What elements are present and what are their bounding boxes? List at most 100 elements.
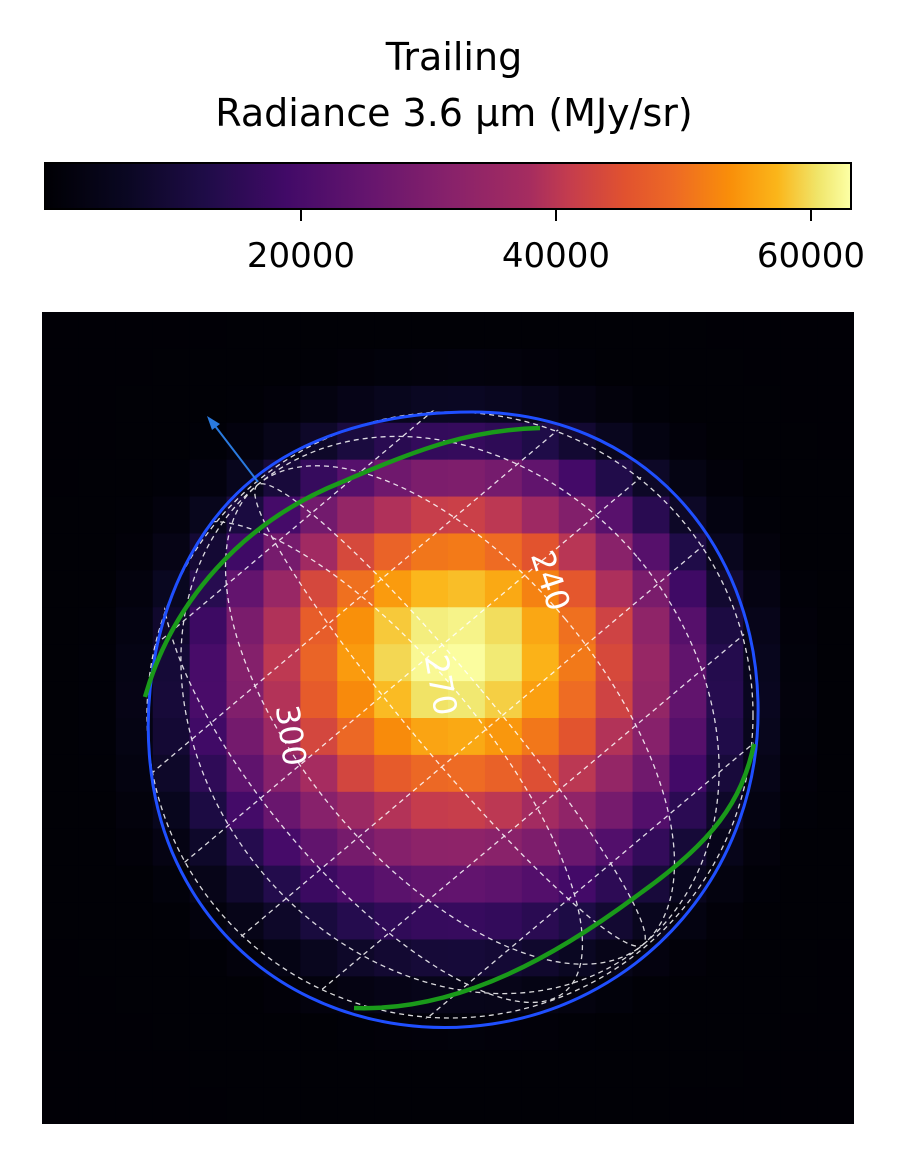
heatmap-cell: [42, 1087, 80, 1124]
heatmap-cell: [115, 533, 154, 571]
heatmap-cell: [411, 902, 449, 941]
heatmap-cell: [226, 1050, 265, 1088]
heatmap-cell: [189, 754, 228, 793]
heatmap-cell: [484, 1050, 523, 1088]
heatmap-cell: [780, 385, 818, 424]
heatmap-cell: [743, 1013, 781, 1051]
heatmap-cell: [780, 865, 818, 904]
heatmap-cell: [780, 1087, 818, 1124]
heatmap-cell: [78, 644, 117, 682]
heatmap-cell: [374, 1087, 412, 1124]
heatmap-cell: [374, 791, 412, 830]
heatmap-cell: [780, 718, 818, 756]
colorbar-tick-label-2: 40000: [501, 236, 611, 276]
heatmap-cell: [411, 1013, 449, 1051]
heatmap-cell: [189, 681, 228, 719]
heatmap-cell: [632, 1013, 671, 1051]
heatmap-cell: [374, 312, 412, 350]
heatmap-cell: [484, 1087, 523, 1124]
heatmap-cell: [226, 422, 265, 461]
heatmap-cell: [411, 385, 449, 424]
heatmap-cell: [595, 718, 634, 756]
heatmap-cell: [78, 828, 117, 867]
heatmap-cell: [78, 976, 117, 1014]
heatmap-cell: [300, 607, 338, 645]
heatmap-cell: [189, 459, 228, 498]
heatmap-cell: [817, 754, 854, 793]
heatmap-cell: [706, 496, 744, 535]
heatmap-cell: [521, 1087, 560, 1124]
heatmap-cell: [189, 348, 228, 387]
terminator-lower: [353, 743, 757, 1011]
heatmap-cell: [448, 865, 486, 904]
heatmap-cell: [669, 1013, 707, 1051]
heatmap-cell: [152, 459, 191, 498]
latitude-line-6: [291, 651, 755, 1020]
disk-limb: [146, 410, 760, 1029]
heatmap-cell: [300, 828, 338, 867]
radiance-map: 240 270 300: [42, 312, 854, 1124]
heatmap-cell: [706, 348, 744, 387]
heatmap-cell: [337, 496, 375, 535]
heatmap-cell: [706, 902, 744, 941]
heatmap-cell: [115, 1050, 154, 1088]
colorbar-tick-1: [300, 209, 302, 221]
heatmap-cell: [42, 939, 80, 977]
colorbar-tick-2: [555, 209, 557, 221]
heatmap-cell: [42, 791, 80, 830]
heatmap-cell: [558, 496, 597, 535]
heatmap-cell: [42, 459, 80, 498]
heatmap-cell: [448, 459, 486, 498]
heatmap-cell: [78, 312, 117, 350]
heatmap-cell: [78, 496, 117, 535]
heatmap-cell: [632, 607, 671, 645]
heatmap-cell: [743, 570, 781, 608]
heatmap-cell: [337, 1087, 375, 1124]
heatmap-cell: [374, 718, 412, 756]
heatmap-cell: [669, 570, 707, 608]
heatmap-cell: [337, 865, 375, 904]
heatmap-cell: [669, 422, 707, 461]
heatmap-cell: [263, 385, 301, 424]
heatmap-cell: [411, 533, 449, 571]
heatmap-cell: [152, 939, 191, 977]
heatmap-cell: [632, 644, 671, 682]
heatmap-cell: [595, 754, 634, 793]
heatmap-cell: [632, 902, 671, 941]
heatmap-cell: [780, 976, 818, 1014]
heatmap-cell: [448, 902, 486, 941]
heatmap-cell: [780, 570, 818, 608]
heatmap-cell: [152, 348, 191, 387]
heatmap-cell: [263, 681, 301, 719]
longitude-line-3: [254, 483, 646, 947]
heatmap-cell: [632, 533, 671, 571]
heatmap-cell: [743, 385, 781, 424]
heatmap-cell: [115, 754, 154, 793]
heatmap-cell: [300, 1087, 338, 1124]
heatmap-cell: [374, 939, 412, 977]
heatmap-cell: [669, 1050, 707, 1088]
heatmap-cell: [706, 681, 744, 719]
heatmap-cell: [669, 902, 707, 941]
heatmap-cell: [632, 1050, 671, 1088]
heatmap-cell: [411, 607, 449, 645]
heatmap-cell: [521, 718, 560, 756]
colorbar-tick-label-3: 60000: [756, 236, 866, 276]
heatmap-cell: [484, 865, 523, 904]
heatmap-cell: [42, 607, 80, 645]
heatmap-cell: [669, 681, 707, 719]
heatmap-cell: [300, 865, 338, 904]
heatmap-cell: [817, 902, 854, 941]
heatmap-cell: [152, 312, 191, 350]
heatmap-cell: [263, 348, 301, 387]
heatmap-cell: [115, 348, 154, 387]
heatmap-cell: [337, 348, 375, 387]
heatmap-cell: [78, 385, 117, 424]
heatmap-cell: [374, 754, 412, 793]
heatmap-cell: [632, 828, 671, 867]
colorbar-tick-3: [810, 209, 812, 221]
heatmap-cell: [521, 1050, 560, 1088]
heatmap-cell: [595, 607, 634, 645]
heatmap-cell: [780, 348, 818, 387]
heatmap-cell: [743, 1050, 781, 1088]
